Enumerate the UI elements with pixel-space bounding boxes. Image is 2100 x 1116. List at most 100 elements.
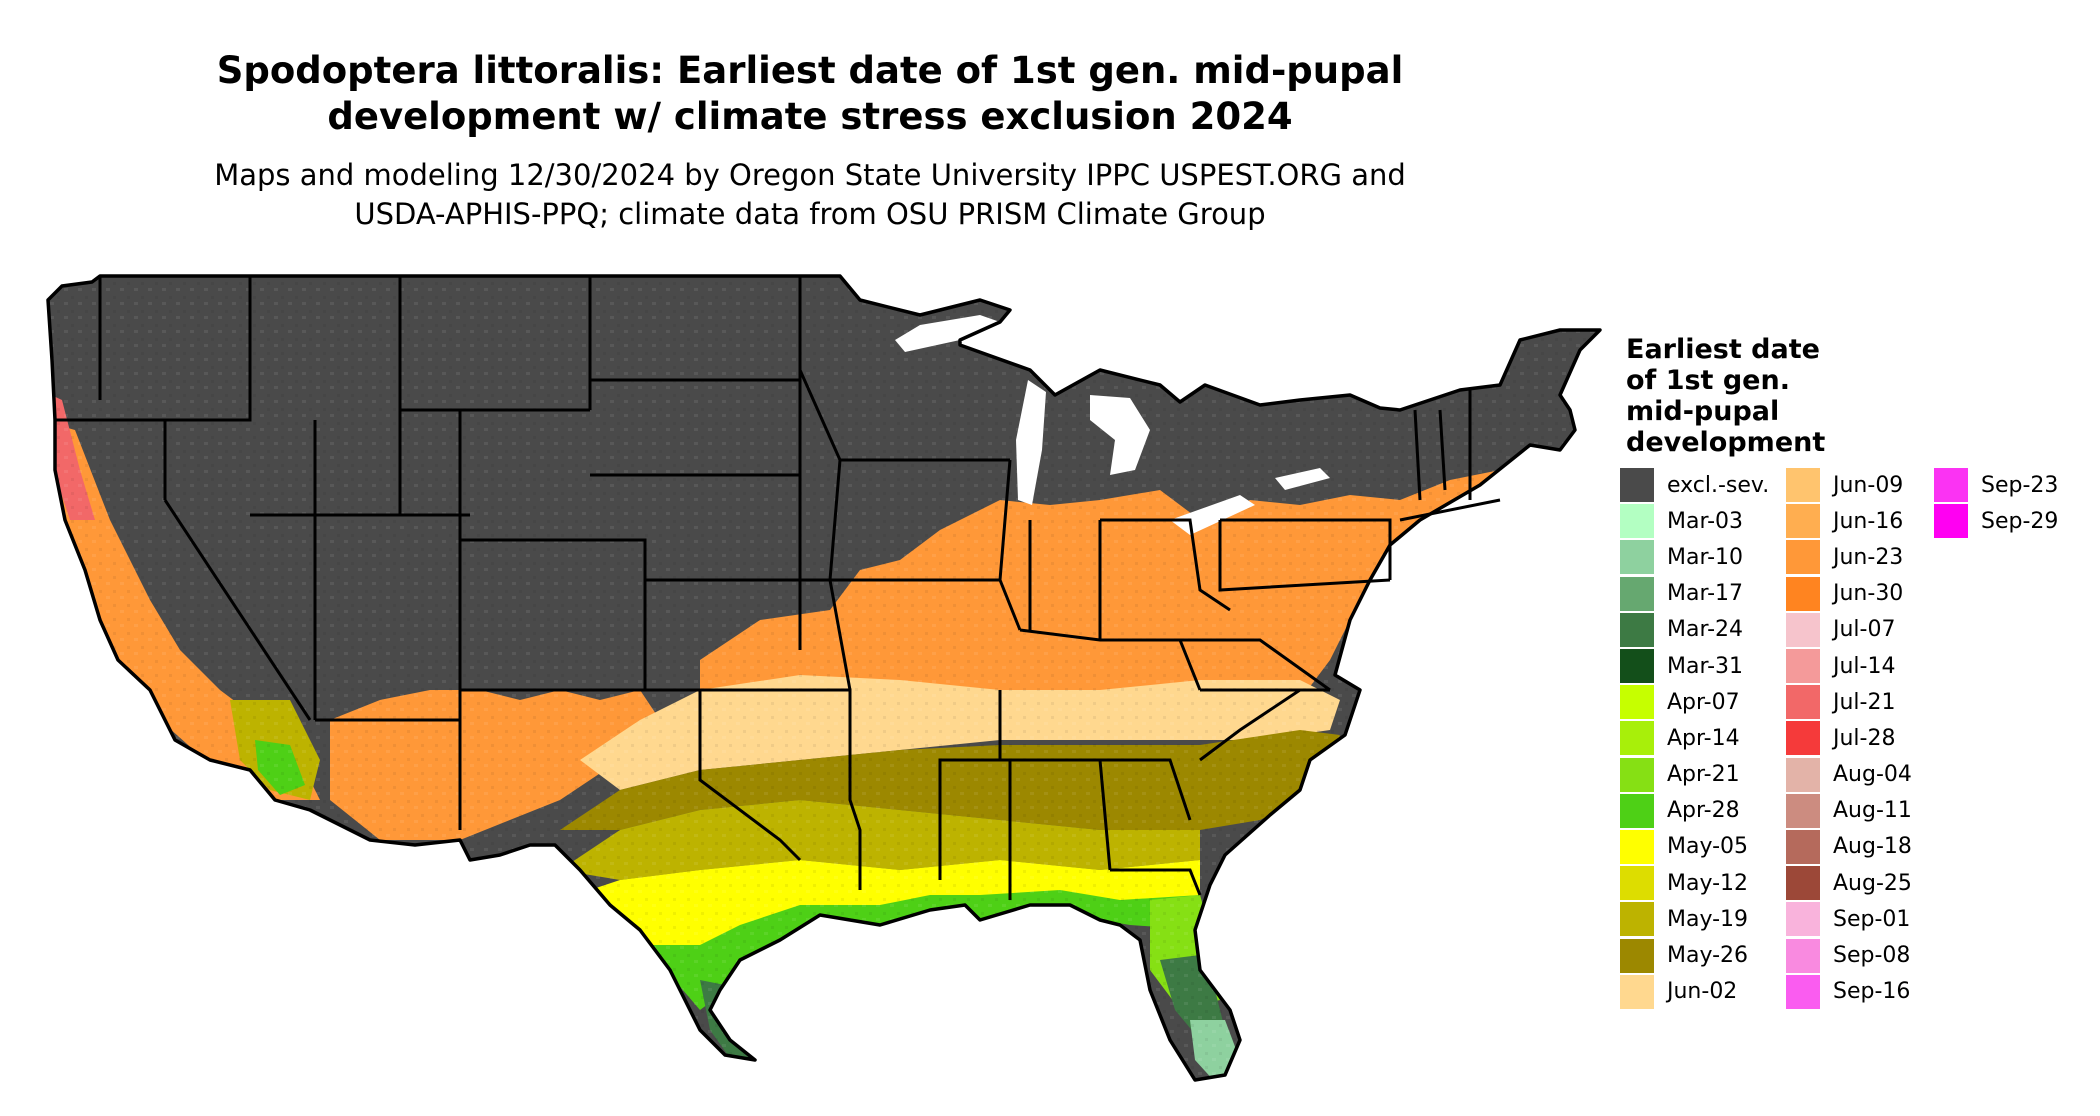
legend-swatch xyxy=(1786,829,1820,864)
lake-michigan xyxy=(1016,380,1046,505)
legend-item: Jul-14 xyxy=(1786,648,1912,684)
lake-huron xyxy=(1090,395,1150,475)
lake-superior xyxy=(895,315,1000,352)
legend-label: Aug-18 xyxy=(1833,834,1912,860)
legend-label: Mar-24 xyxy=(1667,617,1744,643)
legend-swatch xyxy=(1786,757,1820,792)
legend-label: Jul-21 xyxy=(1833,689,1896,715)
legend-label: May-26 xyxy=(1667,943,1749,969)
legend-item: Sep-01 xyxy=(1786,901,1912,937)
legend-item: Mar-31 xyxy=(1620,648,1769,684)
legend-item: Sep-29 xyxy=(1934,503,2058,539)
title-line-2: development w/ climate stress exclusion … xyxy=(327,95,1293,138)
legend-item: Mar-10 xyxy=(1620,539,1769,575)
legend-swatch xyxy=(1620,902,1654,937)
legend-item: Jun-02 xyxy=(1620,974,1769,1010)
legend-swatch xyxy=(1620,685,1654,720)
legend-swatch xyxy=(1620,576,1654,611)
legend-swatch xyxy=(1620,757,1654,792)
legend-label: May-19 xyxy=(1667,906,1749,932)
legend-item: excl.-sev. xyxy=(1620,467,1769,503)
legend-item: Aug-18 xyxy=(1786,829,1912,865)
legend-label: Aug-25 xyxy=(1833,870,1912,896)
legend-swatch xyxy=(1786,468,1820,503)
legend-label: Sep-16 xyxy=(1833,979,1911,1005)
legend-item: May-19 xyxy=(1620,901,1769,937)
legend-item: Mar-03 xyxy=(1620,503,1769,539)
legend-item: Apr-07 xyxy=(1620,684,1769,720)
legend-swatch xyxy=(1620,649,1654,684)
legend-swatch xyxy=(1620,540,1654,575)
legend-title-line: Earliest date xyxy=(1626,334,1820,365)
legend-swatch xyxy=(1620,468,1654,503)
legend-label: Apr-28 xyxy=(1667,798,1740,824)
legend-label: Apr-14 xyxy=(1667,725,1740,751)
legend-label: Jun-30 xyxy=(1833,581,1904,607)
legend-label: Aug-04 xyxy=(1833,762,1912,788)
legend-label: Jun-23 xyxy=(1833,544,1904,570)
subtitle-line-2: USDA-APHIS-PPQ; climate data from OSU PR… xyxy=(354,197,1266,231)
legend-swatch xyxy=(1786,504,1820,539)
legend-label: May-12 xyxy=(1667,870,1749,896)
legend-label: Jul-07 xyxy=(1833,617,1896,643)
legend-swatch xyxy=(1786,902,1820,937)
legend-label: Apr-21 xyxy=(1667,762,1740,788)
legend-label: Aug-11 xyxy=(1833,798,1912,824)
legend-label: May-05 xyxy=(1667,834,1749,860)
legend-item: Jun-30 xyxy=(1786,576,1912,612)
legend-label: Sep-08 xyxy=(1833,943,1911,969)
legend-item: Sep-08 xyxy=(1786,937,1912,973)
legend-label: Apr-07 xyxy=(1667,689,1740,715)
legend-swatch xyxy=(1620,866,1654,901)
legend-label: Sep-23 xyxy=(1981,472,2059,498)
legend-swatch xyxy=(1620,504,1654,539)
legend-swatch xyxy=(1620,612,1654,647)
legend-item: Aug-25 xyxy=(1786,865,1912,901)
legend-item: Apr-28 xyxy=(1620,793,1769,829)
legend-swatch xyxy=(1786,540,1820,575)
legend-label: Mar-10 xyxy=(1667,544,1744,570)
legend-item: May-26 xyxy=(1620,937,1769,973)
legend-label: Jun-16 xyxy=(1833,508,1904,534)
legend-swatch xyxy=(1934,468,1968,503)
legend-label: Jul-14 xyxy=(1833,653,1896,679)
legend-item: Aug-04 xyxy=(1786,757,1912,793)
legend-swatch xyxy=(1786,685,1820,720)
legend-swatch xyxy=(1786,866,1820,901)
legend-swatch xyxy=(1620,938,1654,973)
legend-column-3: Sep-23 Sep-29 xyxy=(1934,467,2058,539)
legend-label: Jul-28 xyxy=(1833,725,1896,751)
legend-swatch xyxy=(1934,504,1968,539)
legend-item: Jul-28 xyxy=(1786,720,1912,756)
legend-swatch xyxy=(1786,576,1820,611)
great-lakes xyxy=(895,315,1330,535)
legend-label: Mar-31 xyxy=(1667,653,1744,679)
legend-item: Jun-23 xyxy=(1786,539,1912,575)
legend-swatch xyxy=(1786,938,1820,973)
lake-ontario xyxy=(1275,468,1330,490)
legend-title-line: development xyxy=(1626,427,1826,458)
legend-label: excl.-sev. xyxy=(1667,472,1770,498)
legend-label: Jun-02 xyxy=(1667,979,1738,1005)
legend-title-line: mid-pupal xyxy=(1626,396,1780,427)
legend-item: Jul-21 xyxy=(1786,684,1912,720)
legend-title-line: of 1st gen. xyxy=(1626,365,1790,396)
legend-swatch xyxy=(1620,829,1654,864)
legend-swatch xyxy=(1786,649,1820,684)
legend-swatch xyxy=(1786,612,1820,647)
legend-column-1: excl.-sev. Mar-03 Mar-10 Mar-17 Mar-24 Mar-31… xyxy=(1620,467,1769,1010)
legend-column-2: Jun-09 Jun-16 Jun-23 Jun-30 Jul-07 Jul-14 Jul-… xyxy=(1786,467,1912,1010)
legend-item: Apr-21 xyxy=(1620,757,1769,793)
subtitle-line-1: Maps and modeling 12/30/2024 by Oregon S… xyxy=(214,158,1406,192)
legend-item: Sep-16 xyxy=(1786,974,1912,1010)
legend-title: Earliest date of 1st gen. mid-pupal deve… xyxy=(1626,334,1825,458)
legend-swatch xyxy=(1786,793,1820,828)
legend-label: Sep-29 xyxy=(1981,508,2059,534)
legend-item: Aug-11 xyxy=(1786,793,1912,829)
map-title: Spodoptera littoralis: Earliest date of … xyxy=(120,48,1500,140)
legend-item: Jun-16 xyxy=(1786,503,1912,539)
legend-item: Mar-24 xyxy=(1620,612,1769,648)
legend-swatch xyxy=(1786,974,1820,1009)
title-line-1: Spodoptera littoralis: Earliest date of … xyxy=(216,49,1404,92)
